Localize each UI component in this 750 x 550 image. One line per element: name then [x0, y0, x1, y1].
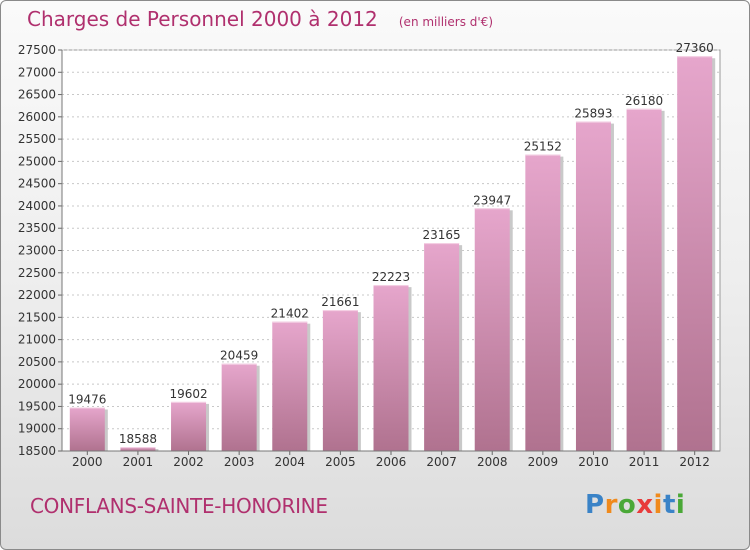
chart-subtitle: (en milliers d'€) [398, 15, 493, 29]
x-tick-label: 2003 [224, 455, 255, 469]
y-tick-label: 27500 [18, 43, 56, 57]
x-tick-label: 2009 [528, 455, 559, 469]
bar [69, 407, 105, 451]
bar-value-label: 26180 [625, 94, 663, 108]
x-tick-label: 2002 [173, 455, 204, 469]
bar-value-label: 20459 [220, 349, 258, 363]
y-tick-label: 20000 [18, 377, 56, 391]
bar-value-label: 22223 [372, 270, 410, 284]
y-tick-label: 21000 [18, 333, 56, 347]
x-tick-label: 2011 [629, 455, 660, 469]
y-tick-label: 22500 [18, 266, 56, 280]
y-tick-label: 19000 [18, 422, 56, 436]
bar-value-label: 23947 [473, 193, 511, 207]
x-tick-label: 2004 [274, 455, 305, 469]
y-tick-label: 18500 [18, 444, 56, 458]
title-row: Charges de Personnel 2000 à 2012 (en mil… [27, 7, 493, 31]
bar-value-label: 19476 [68, 393, 106, 407]
bar [171, 401, 207, 451]
bar-value-label: 25893 [574, 107, 612, 121]
bar [677, 56, 713, 451]
bar [424, 243, 460, 451]
bar [525, 154, 561, 451]
bar-value-label: 23165 [423, 228, 461, 242]
bar-value-label: 21402 [271, 307, 309, 321]
proxiti-logo: Proxiti [585, 490, 686, 520]
y-tick-label: 23500 [18, 221, 56, 235]
x-tick-label: 2000 [72, 455, 103, 469]
bar-value-label: 27360 [676, 41, 714, 55]
bar [322, 310, 358, 451]
bar [575, 121, 611, 452]
x-tick-label: 2007 [426, 455, 457, 469]
bar [120, 447, 156, 451]
x-tick-label: 2005 [325, 455, 356, 469]
y-tick-label: 26500 [18, 88, 56, 102]
bar [272, 321, 308, 451]
y-tick-label: 24000 [18, 199, 56, 213]
y-tick-label: 24500 [18, 177, 56, 191]
bar-value-label: 19602 [169, 387, 207, 401]
bar [221, 363, 257, 451]
bar-value-label: 18588 [119, 432, 157, 446]
y-tick-label: 26000 [18, 110, 56, 124]
x-tick-label: 2006 [376, 455, 407, 469]
bar-value-label: 21661 [321, 295, 359, 309]
x-tick-label: 2008 [477, 455, 508, 469]
bar [373, 285, 409, 451]
bar [474, 208, 510, 451]
bar-value-label: 25152 [524, 140, 562, 154]
y-tick-label: 25500 [18, 132, 56, 146]
y-tick-label: 22000 [18, 288, 56, 302]
bar [626, 108, 662, 452]
chart-title: Charges de Personnel 2000 à 2012 [27, 7, 378, 31]
y-tick-label: 23000 [18, 244, 56, 258]
commune-name: CONFLANS-SAINTE-HONORINE [30, 494, 328, 518]
y-tick-label: 19500 [18, 399, 56, 413]
x-tick-label: 2010 [578, 455, 609, 469]
y-tick-label: 25000 [18, 154, 56, 168]
x-tick-label: 2012 [679, 455, 710, 469]
y-tick-label: 20500 [18, 355, 56, 369]
y-tick-label: 27000 [18, 65, 56, 79]
x-tick-label: 2001 [123, 455, 154, 469]
y-tick-label: 21500 [18, 310, 56, 324]
